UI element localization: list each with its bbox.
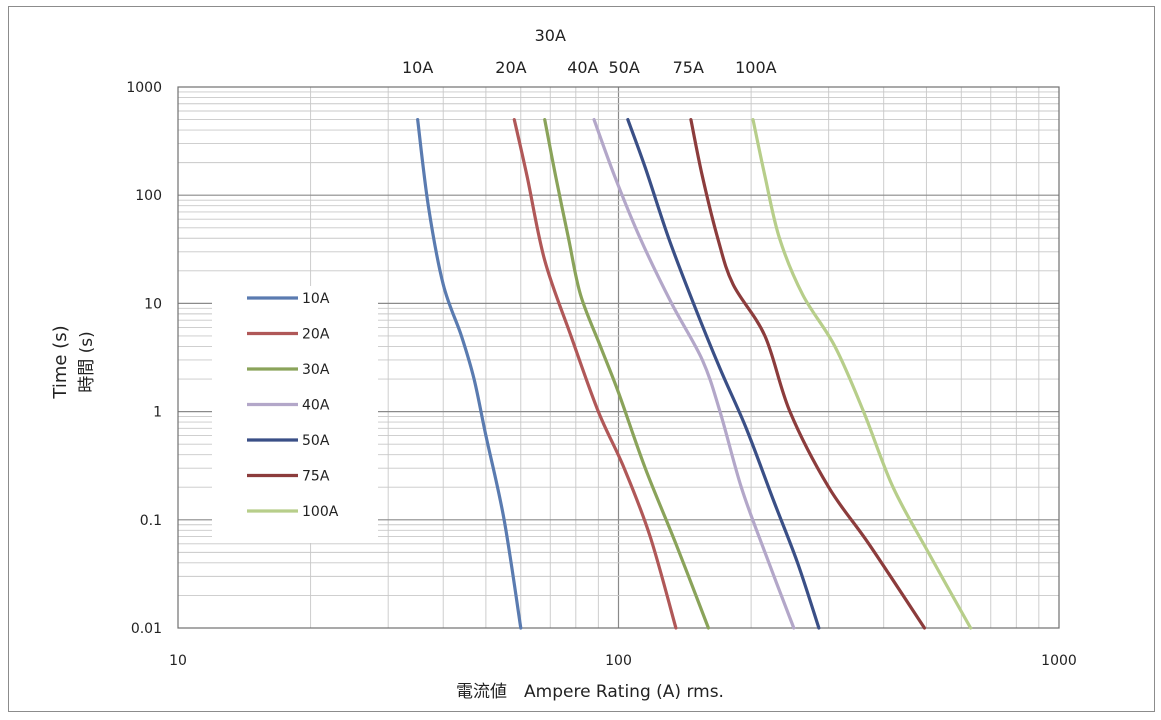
legend-label-40A: 40A — [302, 398, 330, 414]
x-tick-labels: 10 100 1000 — [169, 653, 1077, 669]
x-tick-label: 10 — [169, 653, 187, 669]
legend-label-20A: 20A — [302, 327, 330, 343]
curve-label: 40A — [567, 58, 598, 77]
legend-box — [212, 286, 378, 543]
y-axis-label: Time (s) — [50, 325, 71, 399]
series-line-40A — [592, 117, 796, 630]
curve-label: 30A — [535, 26, 566, 45]
series-line-30A — [543, 117, 711, 630]
y-tick-label: 1000 — [126, 80, 162, 96]
legend: 10A 20A 30A 40A 50A 75A 100A — [247, 291, 339, 520]
series-line-100A — [751, 117, 973, 630]
series-layer — [416, 117, 973, 630]
y-tick-label: 0.01 — [131, 621, 162, 637]
y-tick-label: 1 — [153, 405, 162, 421]
x-tick-label: 100 — [605, 653, 632, 669]
series-line-10A — [416, 117, 523, 630]
series-line-20A — [512, 117, 678, 630]
chart-frame — [8, 6, 1155, 712]
legend-label-100A: 100A — [302, 504, 339, 520]
y-tick-labels: 1000 100 10 1 0.1 0.01 — [126, 80, 162, 637]
series-line-50A — [626, 117, 821, 630]
plot-area — [177, 86, 1060, 629]
curve-label: 75A — [673, 58, 704, 77]
curve-label: 100A — [735, 58, 777, 77]
x-axis-label: 電流値 Ampere Rating (A) rms. — [456, 682, 724, 702]
curve-label: 50A — [608, 58, 639, 77]
y-tick-label: 10 — [144, 296, 162, 312]
legend-label-75A: 75A — [302, 469, 330, 485]
y-axis-label-secondary: 時間 (s) — [77, 331, 97, 393]
legend-label-50A: 50A — [302, 433, 330, 449]
x-tick-label: 1000 — [1041, 653, 1077, 669]
legend-label-10A: 10A — [302, 291, 330, 307]
curve-label: 20A — [495, 58, 526, 77]
series-line-75A — [689, 117, 927, 630]
y-tick-label: 0.1 — [140, 513, 162, 529]
curve-label: 10A — [402, 58, 433, 77]
y-tick-label: 100 — [135, 188, 162, 204]
legend-label-30A: 30A — [302, 362, 330, 378]
